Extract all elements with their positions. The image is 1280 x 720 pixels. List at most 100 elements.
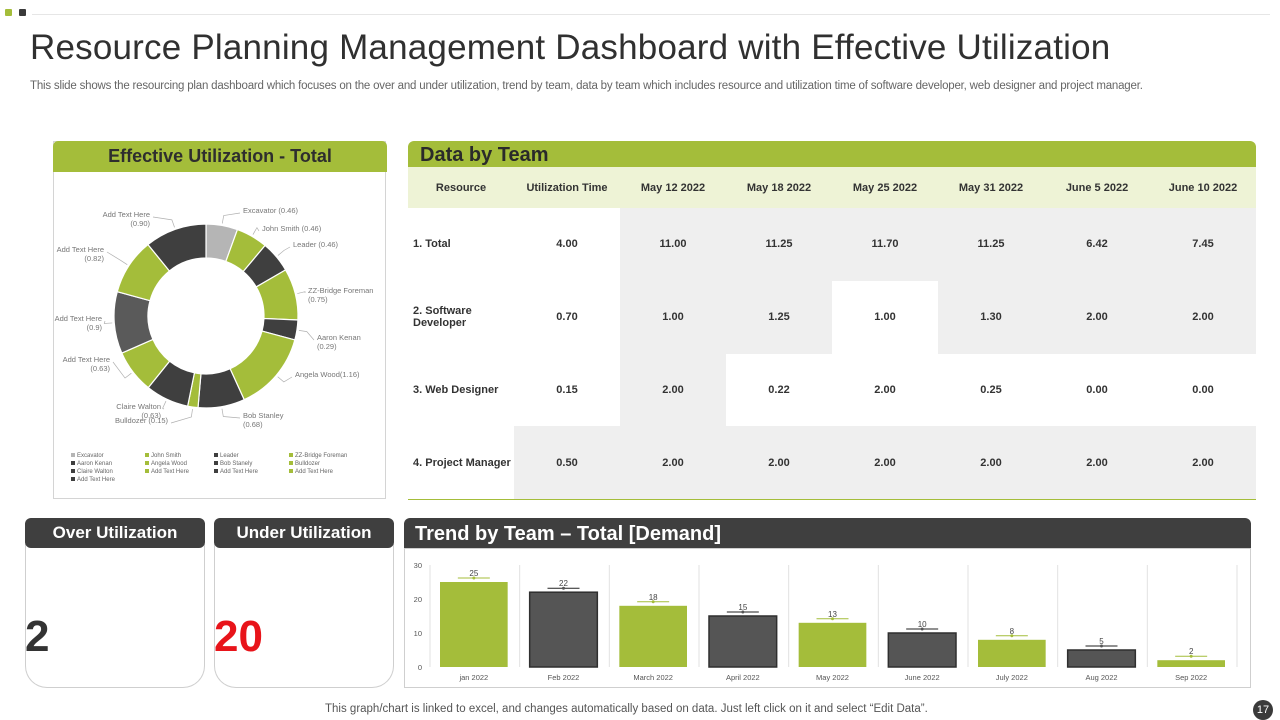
bar-data-label: 5 — [1099, 637, 1104, 646]
legend-swatch — [214, 461, 218, 465]
table-cell: 0.15 — [556, 383, 578, 396]
donut-data-label: Add Text Here (0.63) — [63, 355, 111, 373]
donut-data-label: John Smith (0.46) — [262, 224, 322, 233]
trend-bar[interactable] — [1066, 649, 1137, 668]
bar-data-label: 18 — [649, 593, 658, 602]
table-cell: 2.00 — [1044, 280, 1150, 354]
trend-bar[interactable] — [708, 615, 778, 668]
trend-bar[interactable] — [798, 622, 867, 667]
table-row: 2. Software Developer 0.70 1.00 1.25 1.0… — [408, 280, 1256, 354]
table-cell: 0.50 — [514, 426, 620, 500]
legend-swatch — [145, 453, 149, 457]
legend-label: Leader — [220, 453, 239, 459]
bar-data-label: 15 — [738, 603, 747, 612]
table-cell: 2.00 — [726, 426, 832, 500]
trend-bar[interactable] — [528, 591, 599, 668]
bar-data-label: 10 — [918, 620, 927, 629]
trend-bar[interactable] — [440, 582, 508, 667]
donut-leader-line — [112, 361, 132, 379]
trend-bar[interactable] — [978, 639, 1046, 667]
table-row: 4. Project Manager 0.50 2.00 2.00 2.00 2… — [408, 426, 1256, 500]
donut-data-label: Leader (0.46) — [293, 240, 339, 249]
corner-square-dark — [19, 9, 26, 16]
column-header: May 12 2022 — [620, 167, 726, 208]
table-cell: 2.00 — [620, 426, 726, 500]
x-tick-label: May 2022 — [816, 673, 849, 682]
table-cell: 1.00 — [874, 311, 896, 324]
donut-chart[interactable]: Excavator (0.46) John Smith (0.46) Leader … — [53, 172, 387, 499]
donut-title: Effective Utilization - Total — [53, 141, 387, 172]
legend-label: Aaron Kenan — [77, 461, 112, 467]
legend-label: Add Text Here — [220, 469, 259, 475]
table-cell: 4.00 — [556, 238, 578, 251]
donut-leader-line — [221, 212, 241, 224]
column-header: May 18 2022 — [726, 167, 832, 208]
table-cell: 11.70 — [832, 208, 938, 281]
x-tick-label: jan 2022 — [458, 673, 488, 682]
bar-data-label: 13 — [828, 610, 837, 619]
donut-leader-line — [162, 400, 167, 410]
table-row: 1. Total 4.00 11.00 11.25 11.70 11.25 6.… — [408, 208, 1256, 281]
resource-name: 1. Total — [413, 238, 451, 251]
legend-label: Bob Stanely — [220, 461, 252, 467]
legend-label: Claire Walton — [77, 469, 113, 475]
donut-leader-line — [298, 330, 315, 341]
donut-leader-line — [221, 408, 241, 419]
trend-panel — [404, 548, 1251, 688]
table-cell: 0.00 — [1192, 383, 1214, 396]
x-tick-label: Feb 2022 — [548, 673, 580, 682]
legend-swatch — [145, 469, 149, 473]
value-marker-dot — [562, 586, 565, 590]
bar-data-label: 22 — [559, 579, 568, 588]
resource-name: 2. Software Developer — [413, 305, 472, 330]
table-cell: 2.00 — [832, 426, 938, 500]
table-cell: 2.00 — [938, 426, 1044, 500]
legend-swatch — [289, 461, 293, 465]
donut-leader-line — [252, 226, 260, 235]
legend-label: John Smith — [151, 453, 181, 459]
legend-swatch — [214, 453, 218, 457]
value-marker-dot — [741, 610, 745, 614]
donut-slice[interactable] — [147, 223, 207, 272]
donut-data-label: ZZ-Bridge Foreman (0.75) — [308, 286, 373, 304]
x-tick-label: July 2022 — [996, 673, 1028, 682]
bar-data-label: 2 — [1189, 647, 1194, 656]
x-tick-label: March 2022 — [633, 673, 673, 682]
legend-swatch — [145, 461, 149, 465]
donut-leader-line — [103, 320, 113, 324]
page-number: 17 — [1253, 700, 1273, 720]
resource-name: 3. Web Designer — [413, 383, 499, 396]
donut-leader-line — [297, 291, 306, 294]
trend-bar[interactable] — [619, 605, 687, 667]
table-cell: 2.00 — [1150, 426, 1256, 500]
value-marker-dot — [1100, 644, 1103, 648]
donut-data-label: Angela Wood(1.16) — [295, 370, 360, 379]
table-cell: 11.25 — [726, 208, 832, 281]
x-tick-label: April 2022 — [726, 673, 760, 682]
trend-bar[interactable] — [1157, 660, 1225, 667]
over-utilization-box — [25, 544, 205, 688]
table-cell: 2.00 — [620, 353, 726, 427]
over-utilization-label: Over Utilization — [25, 518, 205, 548]
x-tick-label: Sep 2022 — [1175, 673, 1207, 682]
donut-data-label: Bob Stanley (0.68) — [243, 411, 284, 429]
x-tick-label: June 2022 — [905, 673, 940, 682]
table-cell: 0.00 — [1086, 383, 1108, 396]
under-utilization-box — [214, 544, 394, 688]
donut-data-label: Claire Walton (0.63) — [116, 402, 161, 420]
legend-swatch — [71, 469, 75, 473]
value-marker-dot — [920, 627, 924, 631]
column-header: Resource — [408, 167, 514, 208]
table-cell: 0.22 — [768, 383, 790, 396]
trend-bar[interactable] — [887, 632, 957, 668]
legend-swatch — [214, 469, 218, 473]
table-cell: 11.00 — [620, 208, 726, 281]
table-title: Data by Team — [408, 141, 1256, 167]
table-cell: 2.00 — [874, 383, 896, 396]
value-marker-dot — [472, 576, 476, 580]
data-by-team-table: Resource Utilization Time May 12 2022 Ma… — [408, 167, 1256, 501]
table-row: 3. Web Designer 0.15 2.00 0.22 2.00 0.25… — [408, 353, 1256, 427]
top-divider — [32, 14, 1270, 15]
value-marker-dot — [1010, 634, 1014, 638]
